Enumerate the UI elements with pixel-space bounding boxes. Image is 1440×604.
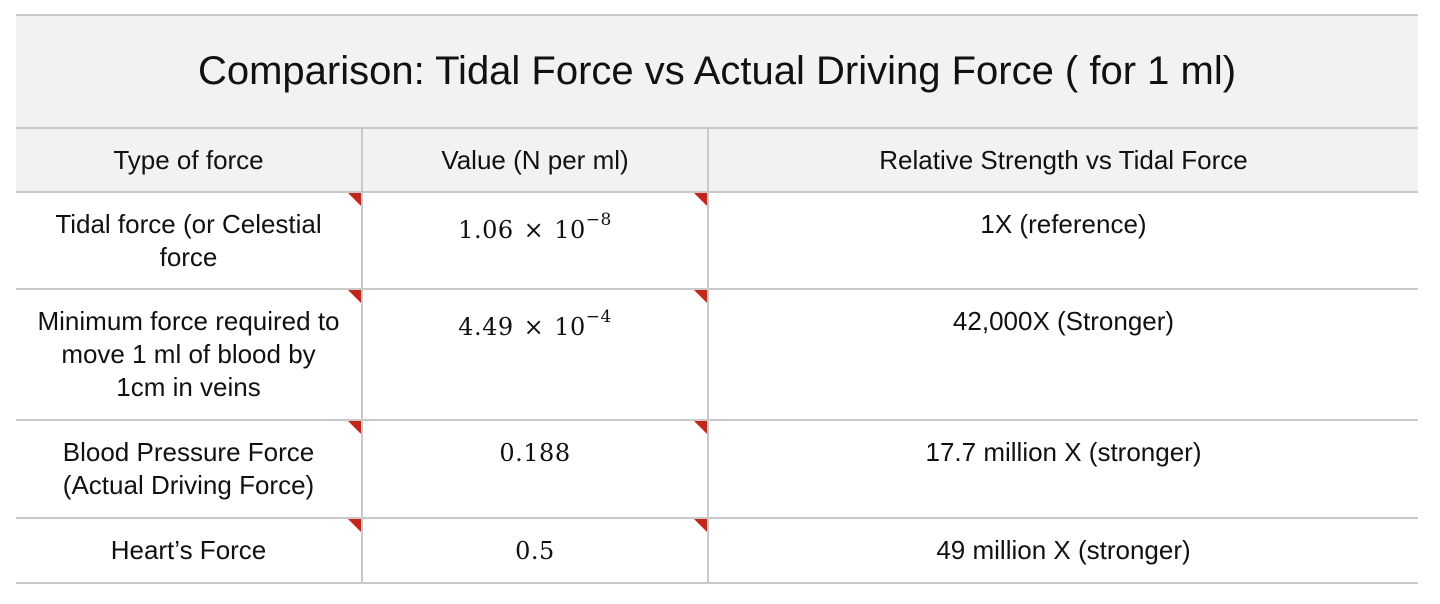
cell-type[interactable]: Heart’s Force (16, 518, 363, 584)
value-mantissa: 4.49 (458, 313, 514, 341)
cell-value[interactable]: 4.49 × 10−4 (362, 289, 709, 421)
value-formula: 4.49 × 10−4 (458, 307, 612, 341)
comment-flag-icon[interactable] (348, 421, 361, 434)
comment-flag-icon[interactable] (348, 519, 361, 532)
value-formula: 1.06 × 10−8 (458, 210, 612, 244)
table-row: Heart’s Force 0.5 49 million X (stronger… (16, 518, 1418, 584)
cell-relative[interactable]: 17.7 million X (stronger) (708, 420, 1418, 519)
cell-type[interactable]: Tidal force (or Celestial force (16, 192, 363, 290)
comment-flag-icon[interactable] (694, 421, 707, 434)
header-value[interactable]: Value (N per ml) (362, 128, 709, 193)
table-row: Minimum force required to move 1 ml of b… (16, 289, 1418, 421)
cell-type-text: Heart’s Force (110, 535, 267, 565)
cell-value[interactable]: 0.188 (362, 420, 709, 519)
cell-value[interactable]: 1.06 × 10−8 (362, 192, 709, 290)
cell-relative[interactable]: 42,000X (Stronger) (708, 289, 1418, 421)
cell-value[interactable]: 0.5 (362, 518, 709, 584)
cell-type[interactable]: Blood Pressure Force (Actual Driving For… (16, 420, 363, 519)
header-row: Type of force Value (N per ml) Relative … (16, 128, 1418, 193)
value-mantissa: 1.06 (458, 216, 514, 244)
header-relative-strength[interactable]: Relative Strength vs Tidal Force (708, 128, 1418, 193)
cell-type[interactable]: Minimum force required to move 1 ml of b… (16, 289, 363, 421)
comment-flag-icon[interactable] (348, 290, 361, 303)
value-base: 10 (554, 216, 586, 244)
cell-type-text: Tidal force (or Celestial force (55, 209, 322, 272)
table-title: Comparison: Tidal Force vs Actual Drivin… (16, 14, 1418, 129)
table-row: Tidal force (or Celestial force 1.06 × 10−… (16, 192, 1418, 290)
value-base: 10 (554, 313, 586, 341)
cell-type-text: Minimum force required to move 1 ml of b… (37, 306, 340, 402)
value-formula: 0.188 (499, 439, 571, 467)
cell-relative[interactable]: 1X (reference) (708, 192, 1418, 290)
cell-relative[interactable]: 49 million X (stronger) (708, 518, 1418, 584)
comment-flag-icon[interactable] (694, 290, 707, 303)
table-row: Blood Pressure Force (Actual Driving For… (16, 420, 1418, 519)
comparison-table-container: Comparison: Tidal Force vs Actual Drivin… (16, 14, 1418, 584)
comment-flag-icon[interactable] (694, 519, 707, 532)
value-exponent: −4 (585, 307, 612, 327)
value-exponent: −8 (585, 210, 612, 230)
value-formula: 0.5 (515, 537, 555, 565)
cell-type-text: Blood Pressure Force (Actual Driving For… (62, 437, 315, 500)
header-type-of-force[interactable]: Type of force (16, 128, 363, 193)
times-symbol: × (523, 216, 545, 244)
times-symbol: × (523, 313, 545, 341)
comparison-table: Comparison: Tidal Force vs Actual Drivin… (16, 14, 1418, 584)
comment-flag-icon[interactable] (694, 193, 707, 206)
comment-flag-icon[interactable] (348, 193, 361, 206)
